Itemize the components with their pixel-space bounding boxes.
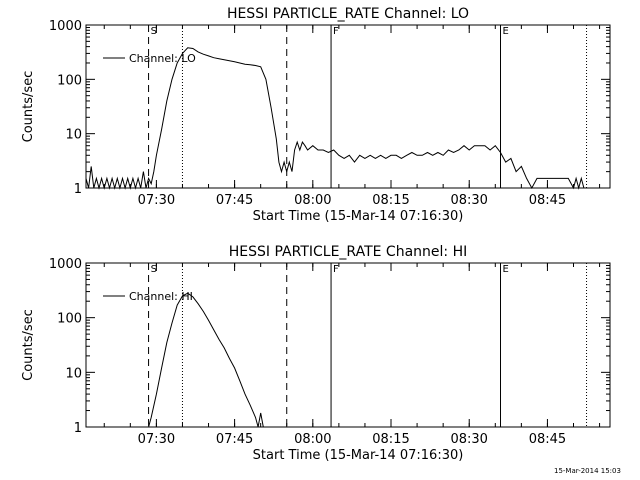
x-axis-label: Start Time (15-Mar-14 07:16:30) — [253, 448, 464, 463]
chart-panel-2: HESSI PARTICLE_RATE Channel: HI 1 10 100 100… — [21, 244, 611, 463]
chart-panels: HESSI PARTICLE_RATE Channel: LO110100100… — [21, 6, 611, 463]
x-tick-label: 08:45 — [529, 432, 566, 447]
chart-title: HESSI PARTICLE_RATE Channel: HI — [229, 244, 467, 260]
event-marker-label: S — [151, 264, 157, 275]
x-tick-label: 07:45 — [216, 432, 253, 447]
y-tick-label: 1000 — [49, 257, 82, 272]
legend-label: Channel: HI — [129, 290, 193, 303]
plot-frame — [85, 262, 611, 428]
x-tick-label: 08:15 — [372, 432, 409, 447]
x-tick-label: 08:30 — [450, 193, 487, 208]
y-tick-label: 100 — [57, 73, 82, 88]
y-axis-label: Counts/sec — [21, 309, 36, 381]
event-marker-label: E — [503, 264, 509, 275]
legend-label: Channel: LO — [129, 52, 196, 65]
footer-timestamp: 15-Mar-2014 15:03 — [554, 467, 621, 475]
series-line — [85, 47, 585, 190]
event-marker-label: F — [333, 264, 339, 275]
x-tick-label: 07:30 — [138, 193, 175, 208]
series-line — [148, 292, 264, 428]
y-tick-label: 1 — [74, 182, 82, 197]
event-marker-label: S — [151, 26, 157, 37]
y-tick-label: 10 — [65, 128, 82, 143]
event-marker-label: E — [503, 26, 509, 37]
y-tick-label: 1000 — [49, 19, 82, 34]
x-tick-label: 08:45 — [529, 193, 566, 208]
x-tick-label: 08:00 — [294, 193, 331, 208]
chart-panel-1: HESSI PARTICLE_RATE Channel: LO 1 10 100 100… — [21, 6, 611, 224]
y-tick-label: 10 — [65, 366, 82, 381]
plot-frame — [85, 24, 611, 189]
y-axis-label: Counts/sec — [21, 71, 36, 143]
y-tick-label: 1 — [74, 421, 82, 436]
chart-title: HESSI PARTICLE_RATE Channel: LO — [227, 6, 469, 22]
y-tick-label: 100 — [57, 312, 82, 327]
x-tick-label: 08:30 — [450, 432, 487, 447]
x-tick-label: 08:00 — [294, 432, 331, 447]
x-tick-label: 07:30 — [138, 432, 175, 447]
event-marker-label: F — [333, 26, 339, 37]
x-tick-label: 08:15 — [372, 193, 409, 208]
x-axis-label: Start Time (15-Mar-14 07:16:30) — [253, 209, 464, 224]
x-tick-label: 07:45 — [216, 193, 253, 208]
